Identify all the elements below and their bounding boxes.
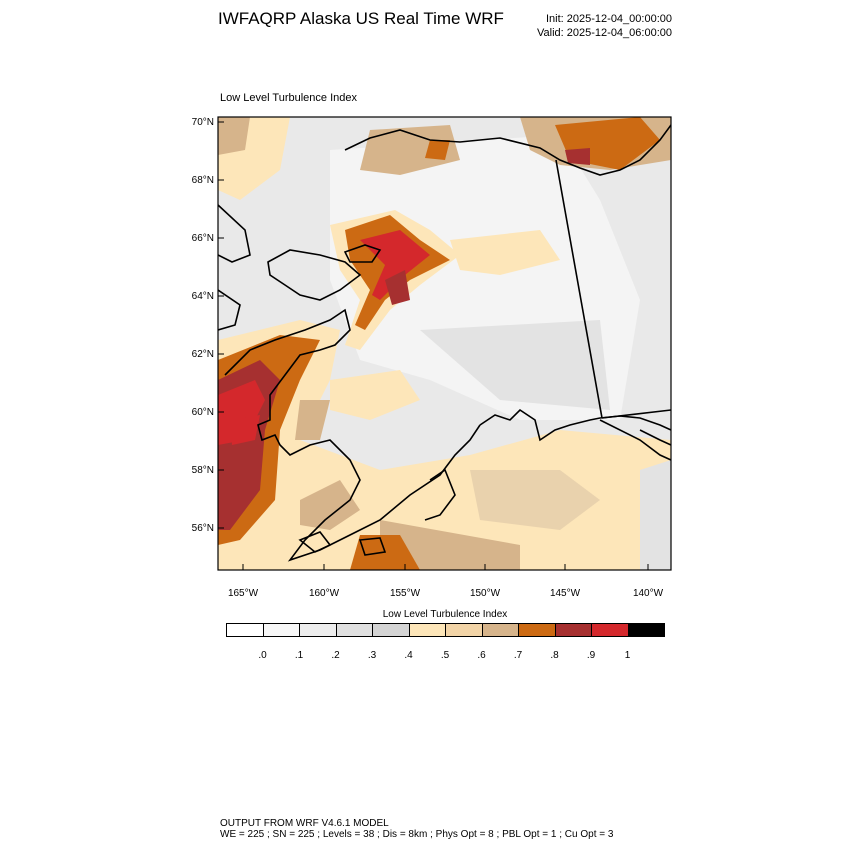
valid-time: Valid: 2025-12-04_06:00:00 bbox=[537, 27, 672, 39]
colorbar-swatch bbox=[518, 623, 556, 637]
lat-label-56: 56°N bbox=[192, 523, 214, 534]
colorbar-swatch bbox=[299, 623, 337, 637]
colorbar-swatch bbox=[627, 623, 665, 637]
colorbar-swatch bbox=[554, 623, 592, 637]
lon-label-155: 155°W bbox=[390, 588, 421, 599]
lat-label-64: 64°N bbox=[192, 291, 214, 302]
lat-label-70: 70°N bbox=[192, 117, 214, 128]
colorbar-swatch bbox=[481, 623, 519, 637]
init-time: Init: 2025-12-04_00:00:00 bbox=[546, 13, 672, 25]
lat-label-58: 58°N bbox=[192, 465, 214, 476]
colorbar-tick-label: .0 bbox=[258, 650, 267, 661]
map-frame bbox=[217, 116, 672, 571]
colorbar-swatch bbox=[445, 623, 483, 637]
footer-config: WE = 225 ; SN = 225 ; Levels = 38 ; Dis … bbox=[220, 829, 614, 840]
colorbar-title: Low Level Turbulence Index bbox=[382, 609, 508, 620]
lon-label-140: 140°W bbox=[633, 588, 664, 599]
lon-label-150: 150°W bbox=[470, 588, 501, 599]
colorbar-swatch bbox=[262, 623, 300, 637]
colorbar-tick-label: .8 bbox=[550, 650, 559, 661]
lon-label-160: 160°W bbox=[309, 588, 340, 599]
colorbar-tick-label: .2 bbox=[331, 650, 340, 661]
lon-label-145: 145°W bbox=[550, 588, 581, 599]
colorbar-swatch bbox=[226, 623, 264, 637]
map-subtitle: Low Level Turbulence Index bbox=[220, 92, 357, 104]
lat-label-68: 68°N bbox=[192, 175, 214, 186]
colorbar-tick-label: .1 bbox=[294, 650, 304, 661]
colorbar-swatch bbox=[335, 623, 373, 637]
colorbar-swatch bbox=[372, 623, 410, 637]
lon-label-165: 165°W bbox=[228, 588, 259, 599]
lat-label-62: 62°N bbox=[192, 349, 214, 360]
colorbar-swatch bbox=[591, 623, 629, 637]
colorbar-swatch bbox=[408, 623, 446, 637]
colorbar-tick-label: .6 bbox=[477, 650, 486, 661]
coastlines bbox=[218, 124, 671, 562]
colorbar-tick-label: .4 bbox=[404, 650, 413, 661]
colorbar-tick-label: 1 bbox=[624, 650, 631, 661]
colorbar-tick-label: .5 bbox=[440, 650, 450, 661]
colorbar-tick-label: .9 bbox=[586, 650, 596, 661]
map-field bbox=[218, 117, 671, 570]
colorbar-tick-label: .3 bbox=[367, 650, 377, 661]
lat-label-60: 60°N bbox=[192, 407, 214, 418]
lat-label-66: 66°N bbox=[192, 233, 214, 244]
footer-model: OUTPUT FROM WRF V4.6.1 MODEL bbox=[220, 818, 389, 829]
colorbar-tick-label: .7 bbox=[513, 650, 523, 661]
chart-title: IWFAQRP Alaska US Real Time WRF bbox=[218, 9, 504, 28]
